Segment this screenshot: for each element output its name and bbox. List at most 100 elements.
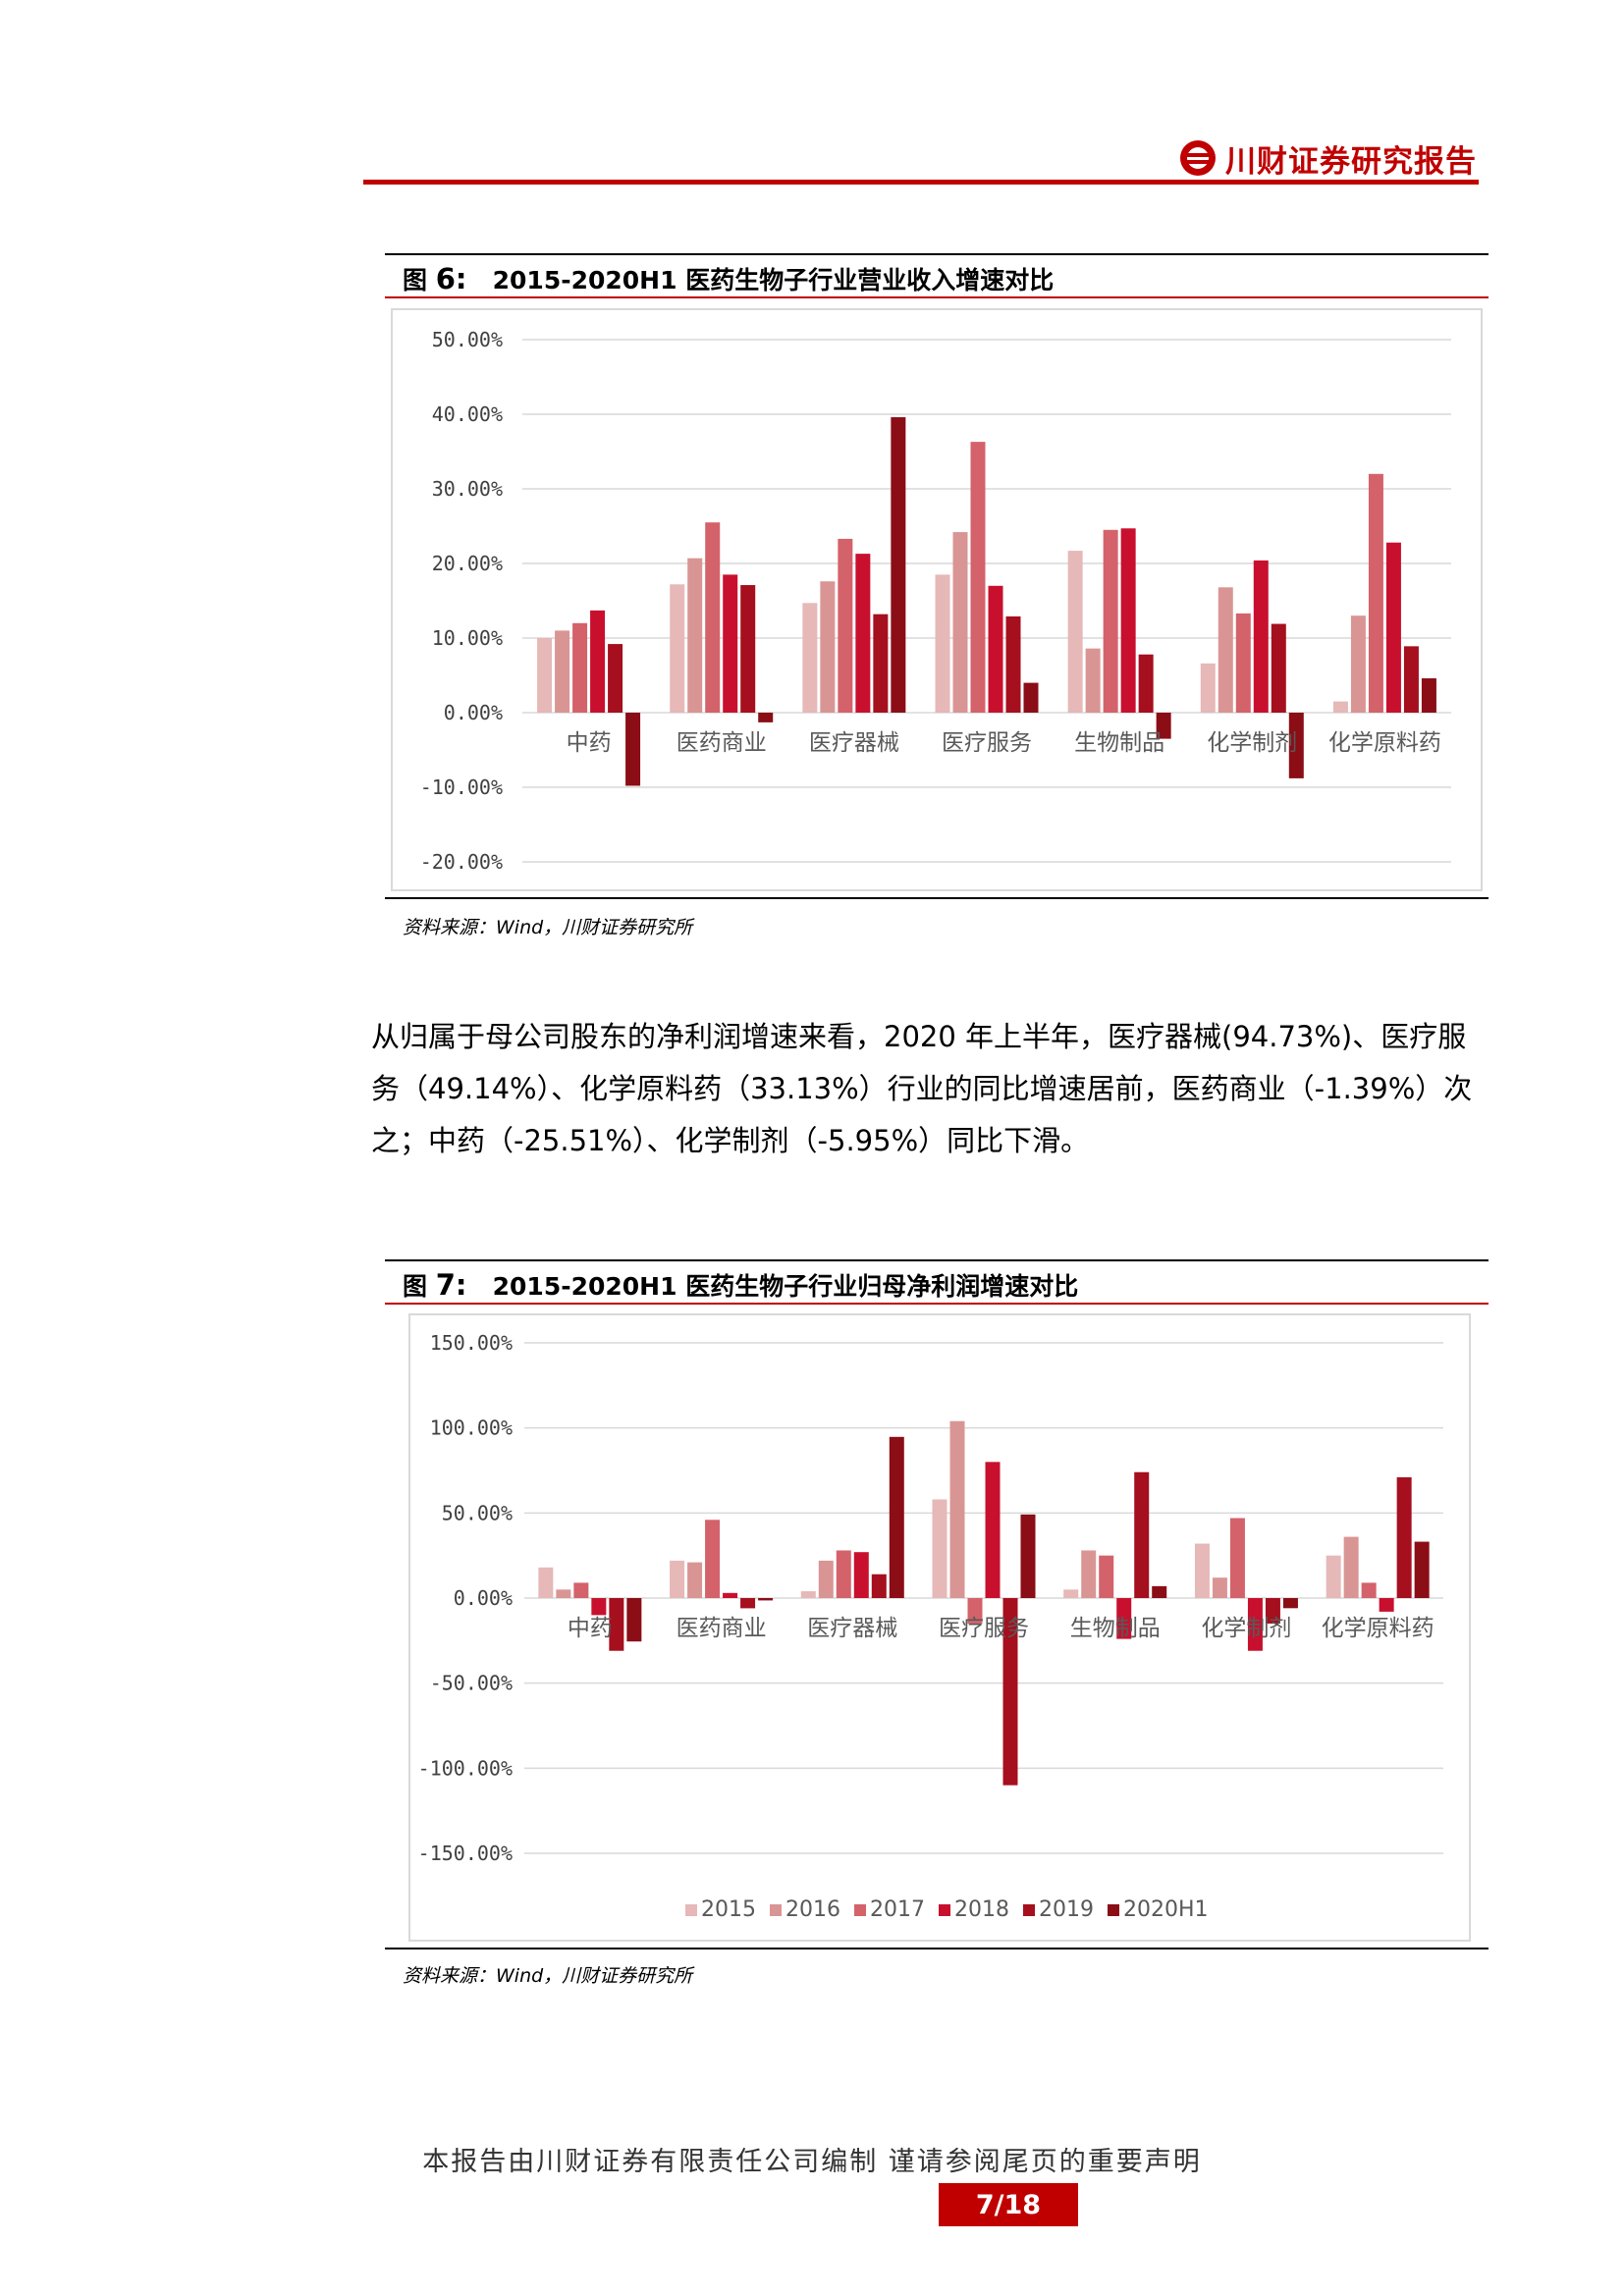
page-number: 7/18 (939, 2183, 1078, 2226)
category-label: 化学原料药 (1322, 1616, 1435, 1641)
body-paragraph-block: 从归属于母公司股东的净利润增速来看，2020 年上半年，医疗器械(94.73%)… (371, 1011, 1490, 1167)
bar (1120, 528, 1136, 713)
bar (1005, 615, 1021, 713)
y-tick-label: -50.00% (430, 1672, 513, 1695)
bar (1271, 623, 1286, 713)
figure7-title-bar: 图 7: 2015-2020H1 医药生物子行业归母净利润增速对比 (385, 1259, 1489, 1305)
bar (855, 554, 871, 713)
bar (1194, 1543, 1210, 1598)
bar (985, 1462, 1001, 1598)
y-tick-label: -10.00% (420, 775, 503, 799)
category-label: 中药 (568, 1616, 613, 1641)
bar (705, 522, 721, 713)
brand-name: 川财证券研究报告 (1225, 143, 1477, 180)
bar (670, 584, 685, 713)
category-label: 生物制品 (1070, 1616, 1161, 1641)
bar (873, 614, 889, 713)
y-tick-label: -100.00% (418, 1756, 513, 1780)
figure7-bottom-rule (385, 1948, 1489, 1949)
bar (555, 630, 570, 713)
bar (723, 1592, 738, 1598)
y-tick-label: 20.00% (432, 552, 503, 575)
bar (1361, 1582, 1377, 1598)
bar (1138, 654, 1154, 713)
bar (538, 1567, 554, 1598)
bar (740, 585, 756, 713)
legend-swatch (854, 1904, 866, 1916)
bar (1002, 1598, 1018, 1786)
bar (988, 585, 1003, 713)
bar (572, 622, 588, 713)
bar (1081, 1550, 1097, 1598)
bar (1152, 1585, 1167, 1598)
bar (609, 1598, 624, 1651)
y-tick-label: -20.00% (420, 850, 503, 874)
bar (740, 1598, 756, 1609)
bar (1326, 1555, 1341, 1598)
bar (1247, 1598, 1263, 1651)
bar (1288, 713, 1304, 778)
bar (891, 417, 906, 713)
bar (1134, 1471, 1150, 1598)
bar (1282, 1598, 1298, 1609)
bar (1253, 560, 1269, 713)
header-rule (363, 180, 1479, 185)
category-label: 医疗器械 (807, 1616, 897, 1641)
y-tick-label: 100.00% (430, 1416, 513, 1440)
category-label: 医疗器械 (809, 730, 899, 756)
bar (1368, 473, 1383, 713)
bar (800, 1591, 816, 1598)
bar (1332, 701, 1348, 713)
legend-label: 2020H1 (1123, 1897, 1209, 1922)
bar (573, 1582, 589, 1598)
bar (1379, 1598, 1394, 1612)
brand-logo-icon (1180, 140, 1216, 176)
bar (1020, 1514, 1036, 1598)
category-label: 化学原料药 (1328, 730, 1441, 756)
bar (723, 574, 738, 713)
bar (802, 603, 818, 713)
category-label: 医疗服务 (942, 730, 1032, 756)
bar (970, 442, 986, 713)
bar (1218, 587, 1233, 713)
legend-swatch (685, 1904, 697, 1916)
bar (932, 1499, 947, 1598)
bar (853, 1552, 869, 1598)
bar (1350, 615, 1366, 713)
category-label: 化学制剂 (1201, 1616, 1291, 1641)
bar (1265, 1598, 1280, 1624)
y-tick-label: 0.00% (454, 1586, 513, 1610)
bar (967, 1598, 983, 1624)
legend-swatch (770, 1904, 782, 1916)
y-tick-label: 50.00% (442, 1501, 513, 1524)
bar (758, 713, 774, 722)
bar (687, 1562, 703, 1598)
bar (1099, 1555, 1114, 1598)
bar (1103, 529, 1118, 713)
figure6-chart-frame: 50.00% 40.00% 30.00% 20.00% 10.00% 0.00% -10.0… (391, 308, 1483, 891)
bar (1116, 1598, 1132, 1639)
report-header-brand: 川财证券研究报告 (1178, 133, 1477, 183)
bar (820, 581, 836, 713)
legend-label: 2015 (701, 1897, 756, 1922)
figure6-source: 资料来源：Wind，川财证券研究所 (403, 917, 693, 938)
bar (952, 532, 968, 713)
bar (626, 1598, 642, 1642)
figure6-title: 图 6: 2015-2020H1 医药生物子行业营业收入增速对比 (403, 262, 1055, 295)
bar (1229, 1518, 1245, 1598)
bar (705, 1520, 721, 1598)
figure7-chart: 150.00% 100.00% 50.00% 0.00% -50.00% -100.00%… (418, 1331, 1443, 1922)
figure6-chart: 50.00% 40.00% 30.00% 20.00% 10.00% 0.00% -10.0… (420, 328, 1451, 874)
y-tick-label: 30.00% (432, 477, 503, 501)
bar (1067, 551, 1083, 713)
bar (670, 1560, 685, 1598)
bar (591, 1598, 607, 1616)
bar (608, 644, 623, 713)
category-label: 医药商业 (677, 1616, 767, 1641)
bar (1421, 678, 1436, 713)
bar (687, 558, 703, 713)
category-label: 医疗服务 (939, 1616, 1029, 1641)
legend-swatch (1108, 1904, 1119, 1916)
bar (556, 1589, 571, 1598)
figure7-title: 图 7: 2015-2020H1 医药生物子行业归母净利润增速对比 (403, 1268, 1079, 1302)
